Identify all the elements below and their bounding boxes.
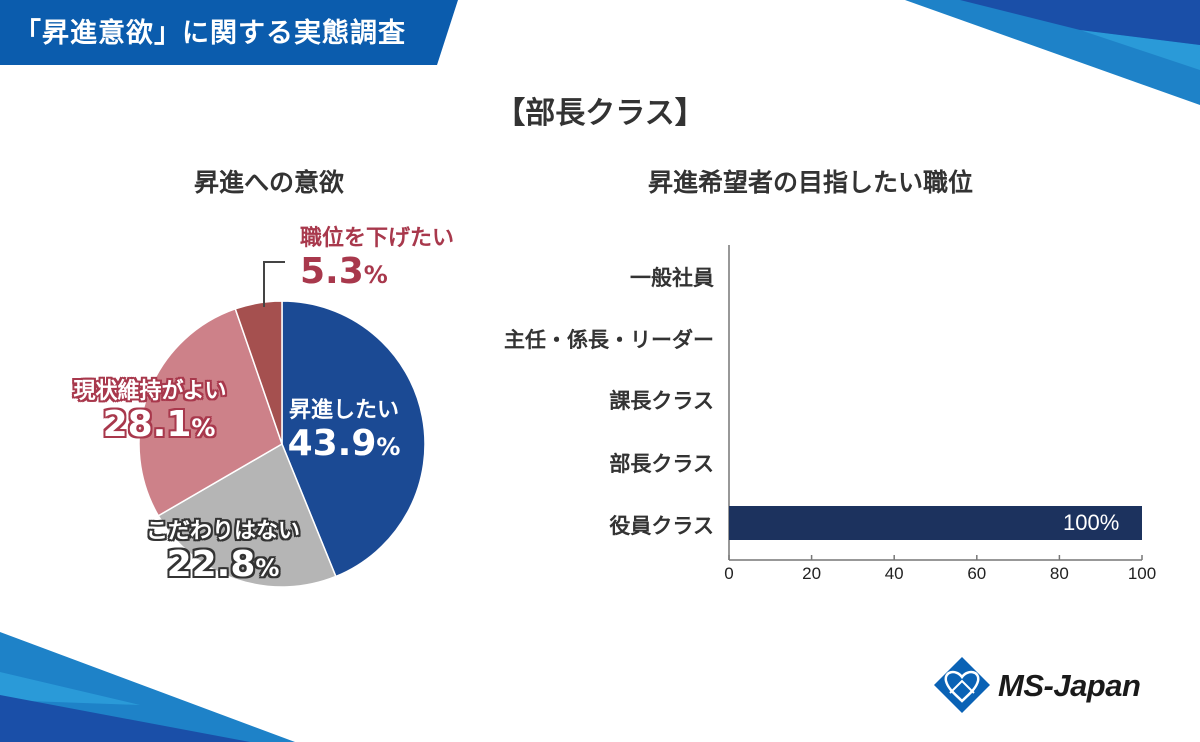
- x-tick-label: 100: [1127, 564, 1157, 583]
- bar-series: [729, 506, 1142, 540]
- x-tick-label: 80: [1049, 564, 1069, 583]
- x-tick-label: 20: [802, 564, 822, 583]
- pie-label-value: 28.1%: [102, 404, 216, 445]
- pie-label-name: こだわりはない: [145, 519, 300, 544]
- pie-label-value: 22.8%: [166, 544, 280, 585]
- x-tick-label: 0: [724, 564, 734, 583]
- header-band: [0, 0, 458, 65]
- logo-icon: [934, 657, 990, 713]
- pie-label-value: 43.9%: [287, 423, 401, 464]
- bar-chart-title: 昇進希望者の目指したい職位: [648, 168, 974, 197]
- pie-slice: [281, 300, 426, 578]
- bar-category-label: 部長クラス: [609, 452, 714, 476]
- x-tick-label: 60: [967, 564, 987, 583]
- pie-chart: [138, 300, 426, 588]
- pie-chart-title: 昇進への意欲: [194, 168, 345, 197]
- bottom-left-stripe-cyan: [0, 672, 140, 705]
- x-tick-label: 40: [884, 564, 904, 583]
- pie-label-name: 現状維持がよい: [73, 379, 227, 404]
- top-right-stripe-cyan: [1080, 30, 1200, 70]
- pie-slice: [138, 307, 283, 517]
- bar: [729, 506, 1142, 540]
- pie-label-status-quo: 現状維持がよい 28.1%: [60, 373, 240, 448]
- pie-label-demotion: 職位を下げたい 5.3%: [300, 220, 454, 295]
- bar-category-label: 主任・係長・リーダー: [504, 328, 714, 352]
- bar-value-label: 100%: [1063, 510, 1120, 535]
- bar-category-label: 課長クラス: [609, 389, 714, 413]
- leader-line: [263, 261, 285, 307]
- top-right-stripe-dark: [960, 0, 1200, 45]
- pie-slice: [157, 442, 337, 588]
- pie-label-value: 5.3%: [300, 251, 388, 292]
- pie-slice: [234, 300, 283, 445]
- bar-category-label: 役員クラス: [609, 514, 714, 538]
- bar-category-label: 一般社員: [630, 266, 714, 290]
- pie-label-promotion: 昇進したい 43.9%: [284, 392, 404, 467]
- pie-label-name: 職位を下げたい: [300, 226, 455, 251]
- bottom-left-stripe-dark: [0, 695, 250, 742]
- company-logo-text: MS-Japan: [998, 668, 1141, 703]
- section-title: 【部長クラス】: [495, 96, 705, 131]
- pie-label-name: 昇進したい: [288, 398, 399, 423]
- page-header-title: 「昇進意欲」に関する実態調査: [14, 18, 406, 49]
- pie-label-no-preference: こだわりはない 22.8%: [123, 513, 323, 588]
